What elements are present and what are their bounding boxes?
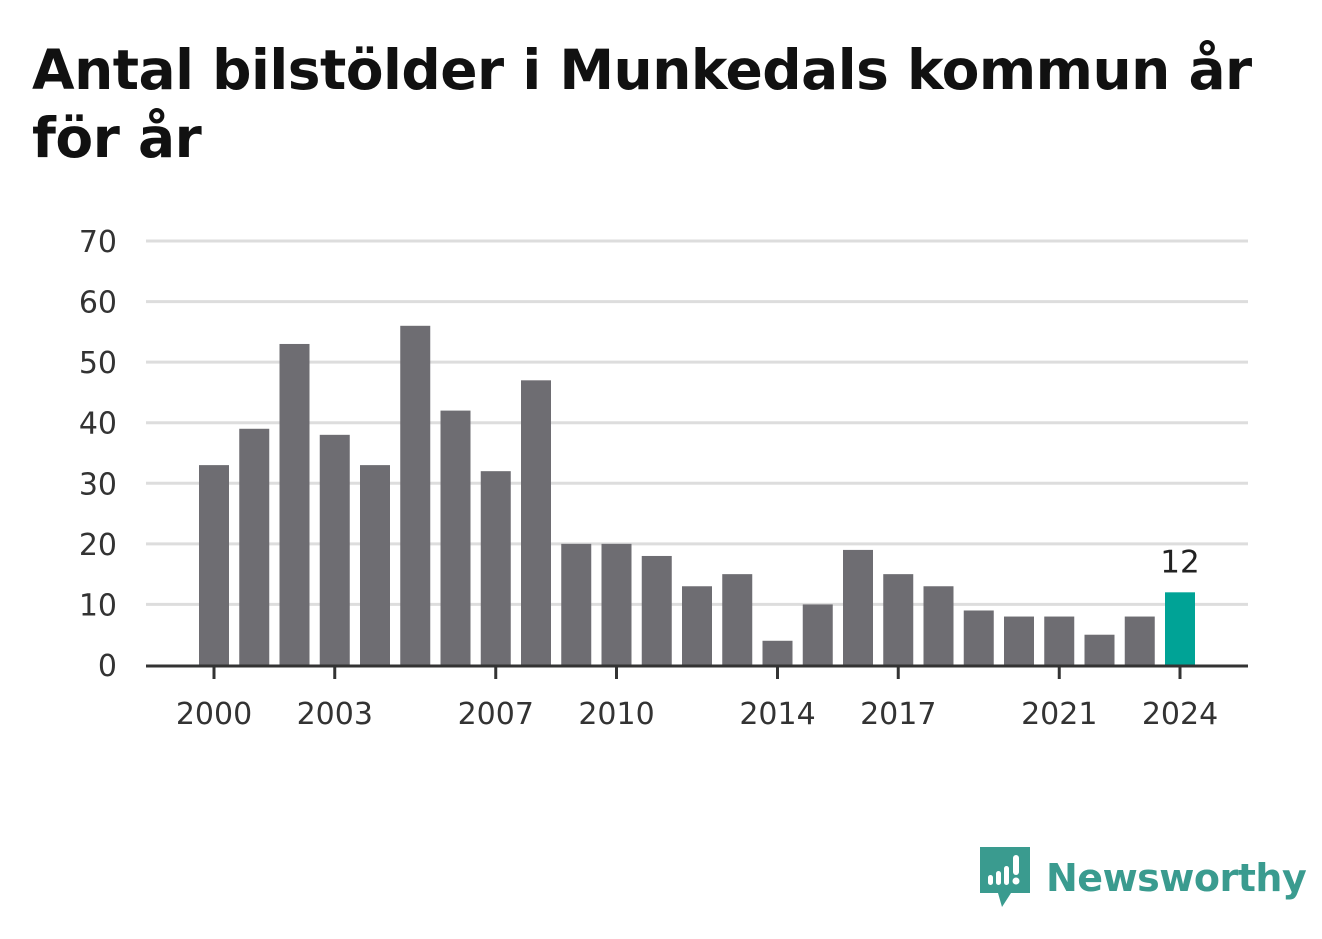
bar-2023 bbox=[1124, 616, 1155, 665]
bar-2022 bbox=[1084, 634, 1115, 665]
y-tick-label: 30 bbox=[79, 467, 117, 502]
bar-2004 bbox=[360, 465, 390, 665]
bar-2019 bbox=[963, 610, 994, 665]
bar-2007 bbox=[480, 471, 511, 665]
x-tick-label: 2010 bbox=[578, 697, 654, 732]
bar-2011 bbox=[641, 555, 672, 665]
bar-2006 bbox=[440, 410, 471, 665]
x-tick-label: 2014 bbox=[739, 697, 815, 732]
y-tick-label: 20 bbox=[79, 528, 117, 563]
bar-2010 bbox=[601, 543, 632, 665]
bar-2008 bbox=[521, 380, 551, 665]
x-tick-label: 2007 bbox=[458, 697, 534, 732]
brand-name: Newsworthy bbox=[1046, 856, 1307, 900]
x-tick-label: 2021 bbox=[1021, 697, 1097, 732]
x-tick-label: 2000 bbox=[176, 697, 252, 732]
y-tick-label: 10 bbox=[79, 588, 117, 623]
y-tick-label: 50 bbox=[79, 346, 117, 381]
y-tick-label: 60 bbox=[79, 286, 117, 321]
x-tick-label: 2017 bbox=[860, 697, 936, 732]
bar-2014 bbox=[762, 640, 793, 665]
x-axis-ticks: 2000 2003 2007 2010 2014 2017 2021 2024 bbox=[176, 666, 1218, 732]
bar-2017 bbox=[883, 574, 914, 665]
bar-2013 bbox=[722, 574, 753, 665]
bars bbox=[199, 325, 1195, 665]
newsworthy-logo-icon bbox=[980, 847, 1030, 907]
y-tick-label: 40 bbox=[79, 407, 117, 442]
y-axis-ticks: 0 10 20 30 40 50 60 70 bbox=[79, 225, 117, 684]
grid-lines bbox=[146, 239, 1248, 606]
bar-2015 bbox=[802, 604, 833, 665]
x-tick-label: 2024 bbox=[1142, 697, 1218, 732]
bar-2024 bbox=[1165, 592, 1195, 665]
bar-2002 bbox=[279, 343, 310, 665]
brand-logo: Newsworthy bbox=[980, 846, 1307, 910]
bar-2021 bbox=[1044, 616, 1075, 665]
chart-title: Antal bilstölder i Munkedals kommun år f… bbox=[32, 38, 1252, 170]
bar-2020 bbox=[1004, 616, 1034, 665]
y-tick-label: 0 bbox=[98, 649, 117, 684]
bar-2003 bbox=[319, 434, 350, 665]
bar-2005 bbox=[400, 325, 431, 665]
bar-2012 bbox=[682, 586, 712, 665]
bar-2001 bbox=[239, 428, 270, 665]
data-label-2024: 12 bbox=[1160, 544, 1199, 580]
data-labels: 12 bbox=[1160, 544, 1199, 580]
y-tick-label: 70 bbox=[79, 225, 117, 260]
bar-2016 bbox=[843, 549, 873, 665]
x-tick-label: 2003 bbox=[297, 697, 373, 732]
bar-2009 bbox=[561, 543, 592, 665]
bar-2000 bbox=[199, 465, 229, 665]
bar-2018 bbox=[923, 586, 954, 665]
